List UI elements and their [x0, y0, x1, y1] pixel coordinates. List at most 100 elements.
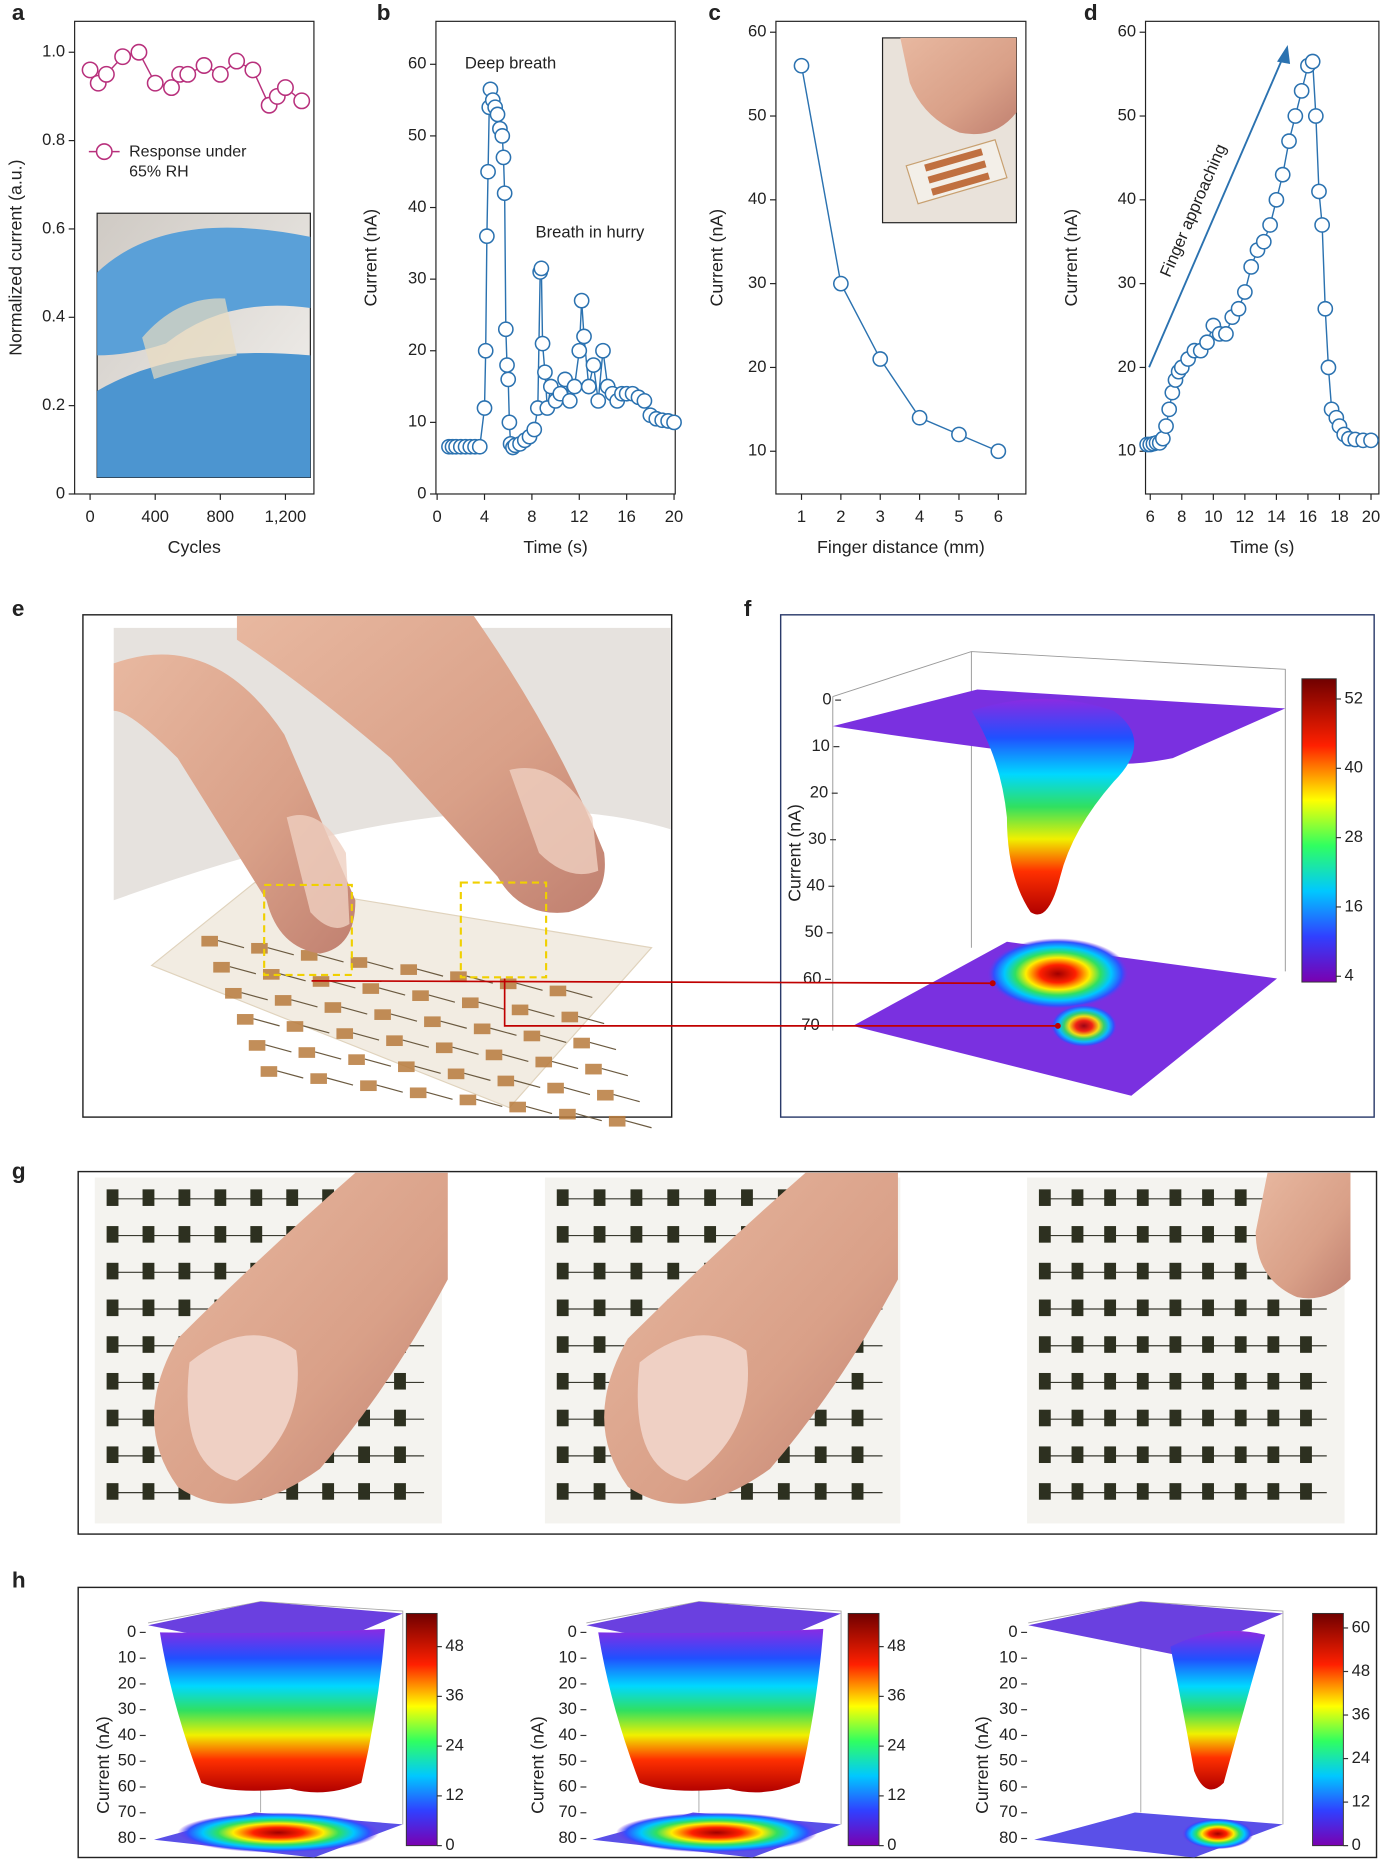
sensor-pad — [398, 1061, 415, 1073]
sensor-pad — [851, 1483, 864, 1500]
colorbar — [1312, 1612, 1344, 1847]
z-axis-label: Current (nA) — [528, 1716, 548, 1814]
z-tick-label: 40 — [558, 1725, 576, 1744]
arrow-head — [1277, 45, 1291, 64]
sensor-pad — [1038, 1483, 1051, 1500]
sensor-pad — [298, 1047, 316, 1058]
colorbar-tick-label: 24 — [887, 1736, 905, 1755]
sensor-pad — [424, 1016, 441, 1028]
sensor-pad — [394, 1372, 406, 1390]
data-point — [499, 357, 515, 373]
x-tick-label: 16 — [1299, 507, 1317, 526]
x-tick-label: 6 — [1146, 507, 1155, 526]
y-tick-label: 0 — [417, 483, 426, 502]
trace — [513, 1079, 541, 1089]
sensor-pad — [1234, 1483, 1247, 1500]
trace — [376, 1084, 403, 1093]
colorbar-tick-label: 36 — [445, 1686, 463, 1705]
colorbar-tick-label: 24 — [445, 1736, 463, 1755]
data-point — [81, 61, 99, 79]
data-point — [1274, 166, 1291, 183]
sensor-pad — [1071, 1336, 1084, 1353]
trace — [478, 1001, 505, 1010]
trace — [516, 982, 543, 991]
sensor-pad — [142, 1262, 155, 1280]
sensor-pad — [1038, 1446, 1051, 1464]
x-tick-label: 20 — [1362, 507, 1380, 526]
sensor-pad — [573, 1037, 590, 1049]
data-point — [114, 48, 132, 66]
sensor-pad — [556, 1372, 569, 1390]
sensor-pad — [1169, 1262, 1182, 1280]
sensor-pad — [286, 1189, 299, 1206]
x-axis-label: Finger distance (mm) — [817, 537, 985, 557]
x-tick-label: 8 — [527, 507, 536, 526]
sensor-pad — [310, 1073, 327, 1084]
annotation: Breath in hurry — [536, 223, 645, 242]
panel-label: h — [12, 1567, 26, 1592]
z-tick-label: 50 — [999, 1751, 1017, 1770]
sensor-pad — [142, 1189, 155, 1206]
sensor-pad — [260, 1066, 278, 1077]
fingernail — [286, 815, 350, 928]
sensor-pad — [1169, 1372, 1182, 1390]
trace — [390, 1013, 418, 1022]
colorbar-tick-label: 24 — [1352, 1748, 1370, 1767]
trace — [364, 1058, 392, 1067]
trace — [416, 968, 444, 977]
data-point — [1161, 401, 1178, 418]
colorbar-tick-label: 60 — [1352, 1617, 1370, 1636]
trace — [414, 1065, 441, 1074]
y-tick-label: 0.2 — [42, 395, 65, 414]
finger — [236, 616, 605, 913]
data-point — [293, 92, 311, 110]
sensor-pad — [336, 1028, 354, 1039]
sensor-pad — [348, 1054, 365, 1065]
trace — [265, 1044, 292, 1053]
sensor-pad — [1202, 1372, 1214, 1390]
sensor-pad — [556, 1483, 569, 1500]
sensor-pad — [1104, 1336, 1117, 1353]
data-point — [832, 275, 849, 292]
sensor-pad — [593, 1336, 606, 1353]
legend-label: Response under 65% RH — [129, 142, 247, 181]
sensor-pad — [248, 1040, 266, 1051]
sensor-pad — [1169, 1483, 1182, 1500]
y-tick-label: 50 — [748, 105, 766, 124]
sensor-pad — [178, 1483, 191, 1500]
z-tick-label: 60 — [118, 1776, 136, 1795]
data-point — [1287, 108, 1304, 124]
x-tick-label: 5 — [954, 507, 963, 526]
sensor-pad — [556, 1446, 569, 1464]
y-tick-label: 1.0 — [42, 42, 65, 61]
sensor-pad — [1267, 1446, 1280, 1464]
sensor-pad — [927, 160, 987, 184]
data-point — [276, 79, 294, 97]
trace — [613, 1094, 640, 1103]
sensor-pad — [1300, 1372, 1312, 1390]
sensor-pad — [142, 1446, 155, 1464]
sensor-pad — [350, 957, 368, 968]
surface-top — [148, 1601, 403, 1657]
data-point — [1317, 300, 1334, 317]
sensor-pad — [559, 1108, 576, 1120]
sensor-pad — [556, 1299, 569, 1317]
y-tick-label: 10 — [408, 412, 426, 431]
data-point — [1262, 217, 1278, 233]
z-tick-label: 40 — [118, 1725, 136, 1744]
y-tick-label: 50 — [408, 125, 426, 144]
sensor-pad — [1071, 1299, 1084, 1317]
z-tick-label: 80 — [558, 1828, 576, 1847]
plot-frame — [1144, 20, 1380, 495]
sensor-pad — [106, 1336, 119, 1353]
y-tick-label: 0.6 — [42, 218, 65, 237]
z-tick-label: 60 — [558, 1776, 576, 1795]
trace — [217, 940, 245, 949]
sensor-pad — [1169, 1299, 1182, 1317]
legend-marker — [95, 143, 113, 161]
sensor-pad — [777, 1446, 790, 1464]
z-tick-label: 0 — [822, 689, 831, 708]
x-tick-label: 18 — [1330, 507, 1348, 526]
trace — [378, 987, 406, 996]
sensor-pad — [556, 1189, 569, 1206]
